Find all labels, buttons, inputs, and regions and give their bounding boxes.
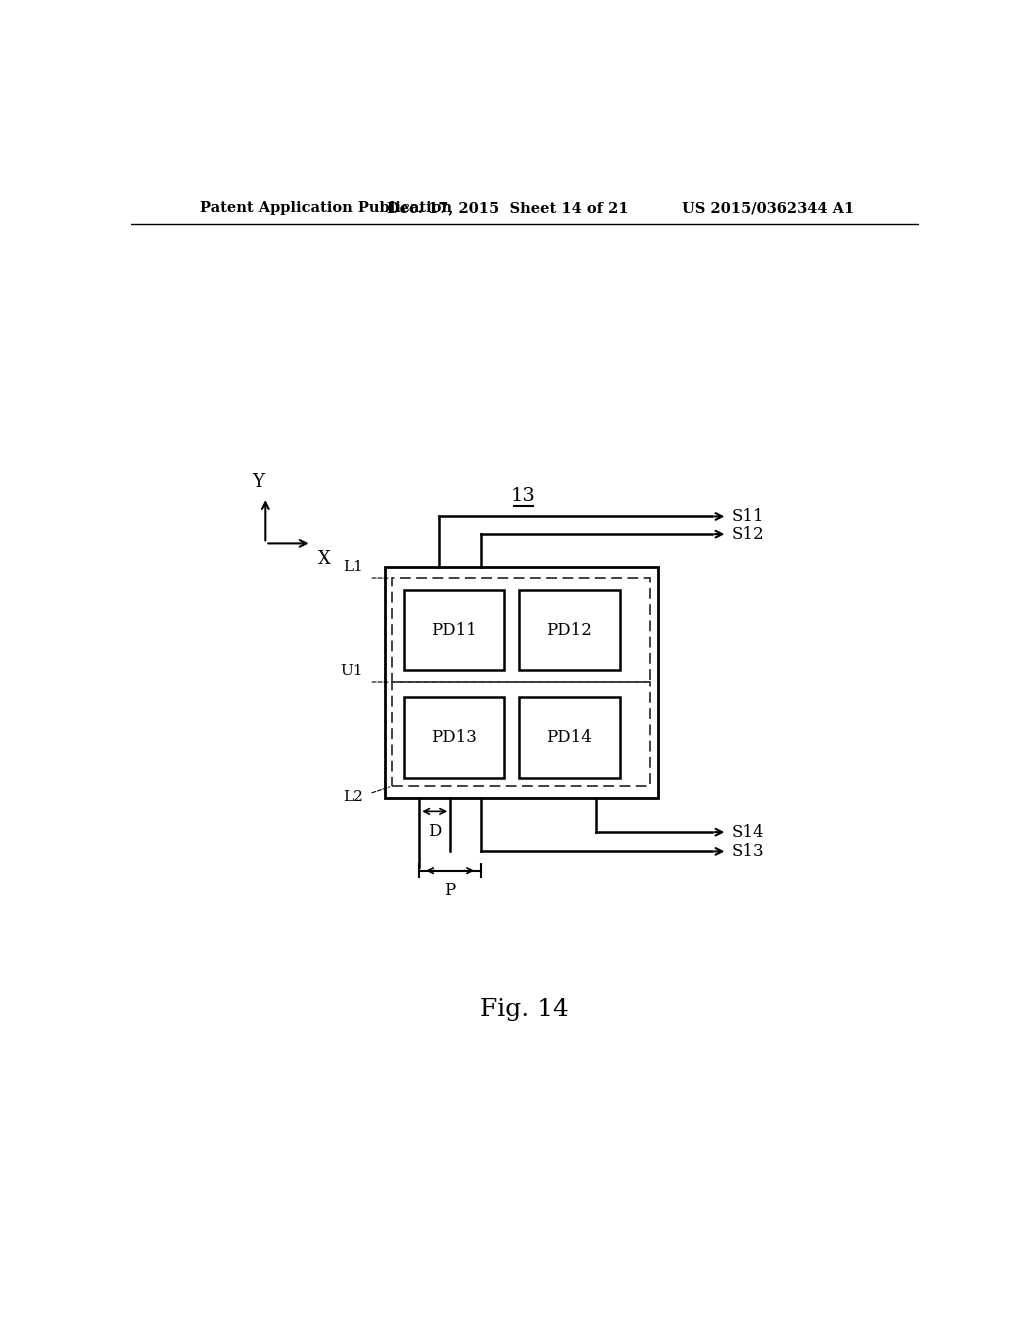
Bar: [392, 578, 650, 682]
Text: Y: Y: [252, 473, 263, 491]
Text: L1: L1: [343, 560, 364, 574]
Text: PD12: PD12: [547, 622, 593, 639]
Bar: [392, 682, 650, 785]
Bar: [403, 590, 504, 671]
Text: PD13: PD13: [431, 730, 477, 746]
Text: D: D: [428, 822, 441, 840]
Text: Fig. 14: Fig. 14: [480, 998, 569, 1020]
Text: S11: S11: [731, 508, 764, 525]
Text: PD11: PD11: [431, 622, 477, 639]
Text: PD14: PD14: [547, 730, 593, 746]
Text: U1: U1: [340, 664, 364, 678]
Text: 13: 13: [511, 487, 536, 506]
Text: S14: S14: [731, 824, 764, 841]
Text: X: X: [317, 549, 331, 568]
Text: S12: S12: [731, 525, 764, 543]
Text: Dec. 17, 2015  Sheet 14 of 21: Dec. 17, 2015 Sheet 14 of 21: [387, 202, 629, 215]
Text: L2: L2: [343, 789, 364, 804]
Bar: [385, 566, 658, 797]
Bar: [519, 590, 620, 671]
Text: S13: S13: [731, 843, 764, 859]
Text: Patent Application Publication: Patent Application Publication: [200, 202, 452, 215]
Bar: [519, 697, 620, 779]
Bar: [403, 697, 504, 779]
Text: P: P: [444, 882, 456, 899]
Text: US 2015/0362344 A1: US 2015/0362344 A1: [682, 202, 854, 215]
